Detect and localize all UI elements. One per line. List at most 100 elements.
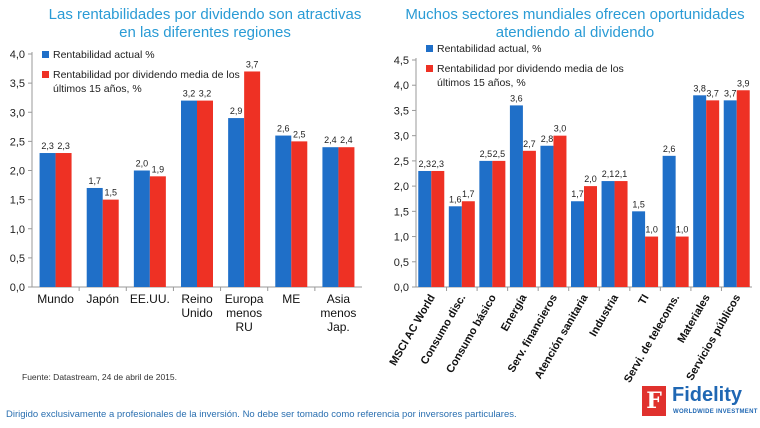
y-tick-label: 1,0 [10, 224, 25, 236]
bar-actual-5 [228, 118, 245, 287]
x-category-label: Servicios públicos [684, 293, 743, 383]
legend-label-actual: Rentabilidad actual % [53, 49, 155, 61]
label-actual-1: 2,3 [419, 159, 432, 169]
y-tick-label: 4,0 [10, 49, 25, 61]
label-actual-11: 3,7 [724, 88, 737, 98]
bar-actual-10 [693, 95, 707, 287]
bar-average-4 [522, 150, 536, 287]
label-average-6: 2,5 [293, 129, 306, 139]
bar-actual-2 [86, 187, 103, 287]
bar-average-3 [492, 160, 506, 287]
y-tick-label: 3,5 [10, 78, 25, 90]
label-average-6: 2,0 [584, 174, 597, 184]
label-average-7: 2,1 [615, 169, 628, 179]
bar-actual-3 [479, 160, 493, 287]
bar-average-2 [461, 201, 475, 287]
y-tick-label: 1,0 [394, 232, 409, 244]
x-category-label: Unido [181, 306, 213, 320]
label-average-1: 2,3 [57, 141, 70, 151]
label-actual-10: 3,8 [693, 83, 706, 93]
bar-actual-7 [322, 147, 339, 287]
bar-actual-8 [632, 211, 646, 287]
x-category-label: Energía [499, 292, 530, 334]
bar-actual-6 [571, 201, 584, 287]
fidelity-logo-name: Fidelity [672, 384, 743, 406]
legend-label-average: Rentabilidad por dividendo media de los [437, 63, 624, 75]
x-category-label: Mundo [37, 292, 74, 306]
fidelity-logo-subtitle: WORLDWIDE INVESTMENT [673, 409, 758, 415]
label-actual-6: 2,6 [277, 124, 290, 134]
x-category-label: Asia [327, 292, 351, 306]
bar-actual-4 [181, 100, 197, 287]
label-average-3: 1,9 [152, 164, 165, 174]
y-tick-label: 0,0 [394, 282, 409, 294]
label-average-11: 3,9 [737, 78, 750, 88]
label-actual-1: 2,3 [41, 141, 54, 151]
label-actual-3: 2,0 [136, 159, 149, 169]
bar-actual-5 [540, 145, 554, 287]
x-category-label: Japón [86, 292, 119, 306]
label-average-5: 3,0 [554, 124, 567, 134]
left-chart-title: Las rentabilidades por dividendo son atr… [48, 6, 362, 41]
legend-swatch-average [42, 71, 49, 78]
x-category-label: menos [320, 306, 356, 320]
label-average-2: 1,5 [104, 188, 117, 198]
bar-average-7 [338, 147, 355, 287]
right-chart-title: Muchos sectores mundiales ofrecen oportu… [405, 6, 745, 41]
y-tick-label: 3,0 [394, 131, 409, 143]
label-actual-6: 1,7 [571, 189, 584, 199]
y-tick-label: 1,5 [394, 206, 409, 218]
fidelity-logo: F Fidelity WORLDWIDE INVESTMENT [642, 382, 758, 422]
bar-actual-1 [418, 170, 432, 287]
x-category-label: menos [226, 306, 262, 320]
label-actual-7: 2,4 [324, 135, 337, 145]
label-average-3: 2,5 [493, 149, 506, 159]
x-category-label: TI [636, 293, 651, 307]
fidelity-logo-glyph: F [646, 388, 662, 414]
label-average-4: 3,2 [199, 89, 212, 99]
legend-swatch-average [426, 65, 433, 72]
bar-average-6 [584, 186, 597, 287]
bar-average-5 [553, 135, 567, 287]
x-category-label: Servi. de telecoms. [622, 293, 682, 385]
y-tick-label: 2,5 [10, 136, 25, 148]
label-actual-5: 2,8 [541, 134, 554, 144]
legend-label-average: últimos 15 años, % [437, 77, 526, 89]
x-category-label: Reino [181, 292, 213, 306]
y-tick-label: 3,5 [394, 105, 409, 117]
x-category-label: Europa [225, 292, 264, 306]
bar-average-2 [102, 199, 119, 287]
x-category-label: RU [235, 320, 252, 334]
y-tick-label: 0,5 [10, 253, 25, 265]
y-tick-label: 1,5 [10, 195, 25, 207]
label-actual-8: 1,5 [632, 199, 645, 209]
bar-average-11 [736, 90, 750, 288]
disclaimer-text: Dirigido exclusivamente a profesionales … [6, 409, 517, 420]
label-average-8: 1,0 [645, 225, 658, 235]
label-average-4: 2,7 [523, 139, 536, 149]
label-actual-2: 1,6 [449, 194, 462, 204]
y-tick-label: 4,5 [394, 55, 409, 67]
bar-average-7 [614, 181, 628, 287]
bar-average-3 [149, 176, 166, 287]
legend-label-average: Rentabilidad por dividendo media de los [53, 69, 240, 81]
x-category-label: Industria [588, 292, 622, 339]
y-tick-label: 2,5 [394, 156, 409, 168]
bar-actual-4 [509, 105, 523, 288]
bar-actual-9 [662, 155, 676, 287]
bar-average-8 [645, 236, 659, 287]
label-actual-4: 3,2 [183, 89, 196, 99]
bar-average-1 [55, 153, 72, 287]
bar-actual-3 [133, 170, 150, 287]
bar-average-5 [244, 71, 261, 287]
bar-average-4 [197, 100, 213, 287]
bar-actual-1 [39, 153, 56, 287]
bar-actual-2 [448, 206, 462, 287]
bar-average-1 [431, 170, 445, 287]
bar-average-10 [706, 100, 720, 287]
label-average-9: 1,0 [676, 225, 689, 235]
label-actual-5: 2,9 [230, 106, 243, 116]
y-tick-label: 4,0 [394, 80, 409, 92]
